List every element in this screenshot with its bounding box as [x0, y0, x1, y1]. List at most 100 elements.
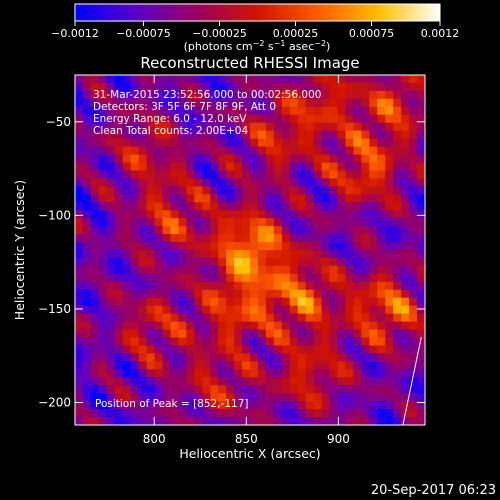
heatmap-cell [186, 218, 195, 227]
heatmap-cell [361, 194, 370, 203]
heatmap-cell [122, 154, 132, 163]
heatmap-cell [321, 194, 330, 203]
heatmap-cell [265, 401, 275, 410]
x-axis-label: Heliocentric X (arcsec) [179, 446, 320, 461]
heatmap-cell [146, 186, 155, 195]
heatmap-cell [297, 369, 307, 378]
heatmap-cell [154, 393, 163, 402]
heatmap-cell [186, 114, 195, 124]
heatmap-cell [114, 98, 124, 108]
heatmap-cell [178, 369, 187, 378]
heatmap-cell [385, 401, 394, 410]
heatmap-cell [401, 170, 410, 179]
heatmap-cell [313, 194, 322, 203]
heatmap-cell [90, 250, 100, 259]
heatmap-cell [353, 297, 362, 307]
heatmap-cell [154, 305, 163, 315]
heatmap-cell [75, 194, 84, 203]
heatmap-cell [417, 242, 426, 251]
heatmap-cell [273, 170, 283, 179]
heatmap-cell [122, 353, 132, 362]
heatmap-cell [194, 345, 203, 354]
heatmap-cell [393, 178, 402, 187]
heatmap-cell [122, 393, 132, 402]
heatmap-cell [345, 122, 354, 132]
heatmap-cell [114, 75, 124, 84]
heatmap-cell [154, 138, 163, 147]
heatmap-cell [273, 361, 283, 370]
heatmap-cell [218, 409, 227, 418]
heatmap-cell [234, 337, 243, 346]
heatmap-cell [82, 401, 92, 410]
heatmap-cell [75, 313, 84, 322]
heatmap-cell [401, 234, 410, 243]
heatmap-cell [178, 82, 187, 92]
heatmap-cell [313, 98, 322, 108]
heatmap-cell [385, 82, 394, 92]
heatmap-cell [106, 313, 116, 322]
heatmap-cell [385, 377, 394, 386]
heatmap-cell [345, 218, 354, 227]
colorbar: −0.0012 −0.00075 −0.00025 0.00025 0.00075 0.0… [51, 3, 459, 53]
heatmap-cell [321, 369, 330, 378]
heatmap-cell [106, 122, 116, 132]
heatmap-cell [218, 114, 227, 124]
heatmap-cell [401, 226, 410, 235]
heatmap-cell [409, 265, 418, 275]
heatmap-cell [305, 138, 315, 147]
heatmap-cell [178, 75, 187, 84]
heatmap-cell [393, 90, 402, 100]
heatmap-cell [337, 257, 346, 267]
heatmap-cell [409, 281, 418, 291]
heatmap-cell [369, 329, 378, 338]
heatmap-cell [289, 234, 299, 243]
heatmap-cell [162, 345, 171, 354]
heatmap-cell [369, 178, 378, 187]
heatmap-cell [273, 154, 283, 163]
heatmap-cell [385, 226, 394, 235]
heatmap-cell [377, 218, 386, 227]
heatmap-cell [257, 146, 267, 155]
heatmap-cell [170, 218, 179, 227]
heatmap-cell [90, 369, 100, 378]
heatmap-cell [75, 273, 84, 283]
heatmap-cell [242, 234, 251, 243]
heatmap-cell [210, 202, 219, 211]
heatmap-cell [401, 361, 410, 370]
heatmap-cell [202, 202, 211, 211]
heatmap-cell [313, 218, 322, 227]
heatmap-cell [321, 417, 330, 426]
heatmap-cell [130, 106, 140, 116]
heatmap-cell [409, 401, 418, 410]
heatmap-cell [210, 417, 219, 426]
heatmap-cell [210, 114, 219, 124]
heatmap-cell [345, 202, 354, 211]
heatmap-cell [417, 82, 426, 92]
heatmap-cell [250, 353, 259, 362]
heatmap-cell [369, 170, 378, 179]
heatmap-cell [75, 369, 84, 378]
heatmap-cell [210, 313, 219, 322]
heatmap-cell [202, 353, 211, 362]
heatmap-cell [417, 361, 426, 370]
heatmap-cell [313, 329, 322, 338]
heatmap-cell [313, 130, 322, 140]
heatmap-cell [393, 289, 402, 299]
heatmap-cell [401, 337, 410, 346]
heatmap-cell [289, 170, 299, 179]
heatmap-cell [122, 417, 132, 426]
heatmap-cell [218, 393, 227, 402]
heatmap-cell [313, 186, 322, 195]
heatmap-cell [202, 401, 211, 410]
heatmap-cell [114, 154, 124, 163]
heatmap-cell [202, 210, 211, 219]
heatmap-cell [385, 210, 394, 219]
heatmap-cell [202, 385, 211, 394]
heatmap-cell [202, 130, 211, 140]
heatmap-cell [122, 377, 132, 386]
heatmap-cell [353, 114, 362, 124]
heatmap-cell [337, 178, 346, 187]
heatmap-cell [98, 170, 108, 179]
heatmap-cell [202, 281, 211, 291]
heatmap-cell [417, 210, 426, 219]
